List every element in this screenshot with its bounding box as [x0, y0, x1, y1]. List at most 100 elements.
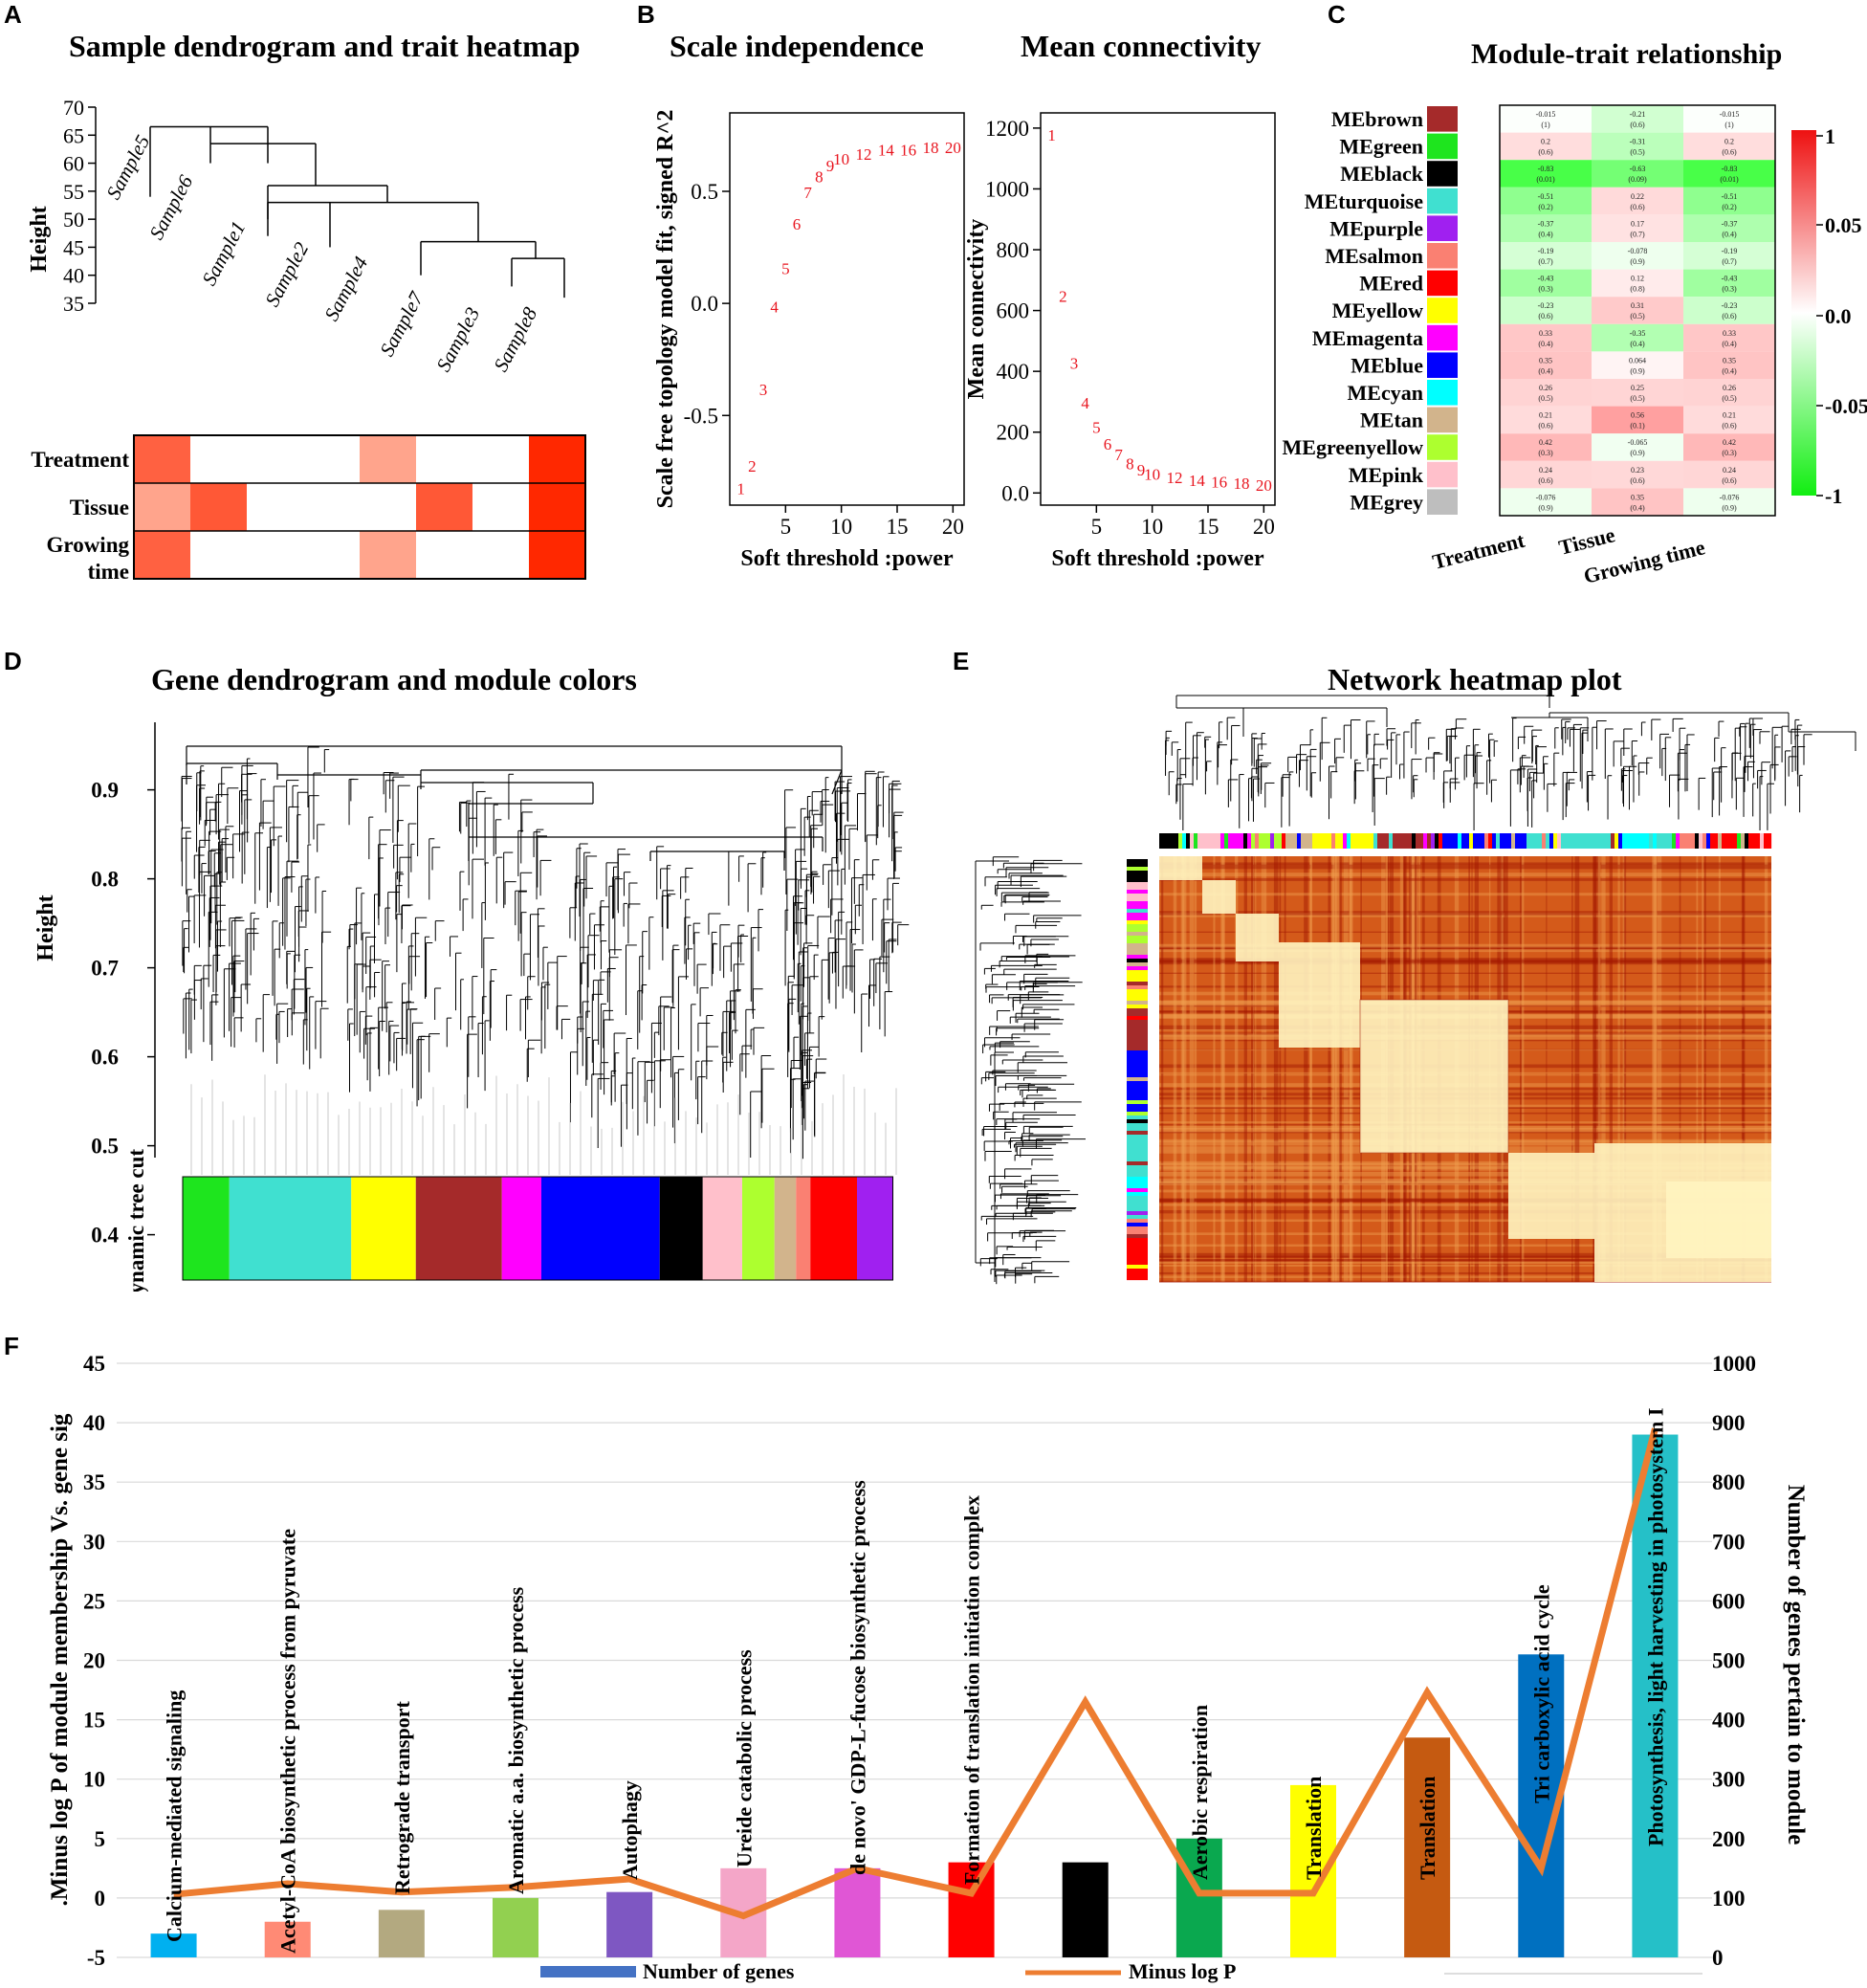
f-bar — [493, 1897, 538, 1957]
e-strip-cell — [1450, 833, 1455, 849]
e-strip-cell — [1127, 1150, 1148, 1155]
c-cell-value: -0.21 — [1630, 110, 1646, 119]
e-strip-cell — [1127, 1093, 1148, 1097]
c-cell-value: -0.23 — [1722, 301, 1738, 310]
e-heat-stripe — [1159, 1189, 1771, 1193]
e-strip-cell — [1127, 1119, 1148, 1124]
c-cell-pvalue: (0.3) — [1722, 449, 1737, 457]
e-strip-cell — [1370, 833, 1374, 849]
f-category-label: Translation — [1302, 1777, 1326, 1880]
e-strip-cell — [1381, 833, 1386, 849]
e-heat-stripe — [1349, 856, 1352, 1282]
f-category-label: Translation — [1416, 1777, 1439, 1880]
e-heat-stripe — [1159, 931, 1771, 933]
e-strip-cell — [1649, 833, 1654, 849]
e-heat-stripe — [1718, 856, 1721, 1282]
b2-point-label: 7 — [1114, 446, 1123, 464]
panel-a-plot: 7065605550454035HeightSample5Sample6Samp… — [27, 96, 586, 584]
a-sample-label: Sample2 — [260, 238, 313, 311]
e-heat-stripe — [1284, 856, 1286, 1282]
f-category-label: Aerobic respiration — [1188, 1705, 1212, 1880]
b2-point-label: 1 — [1047, 126, 1056, 144]
b2-y-tick-label: 800 — [997, 238, 1030, 262]
c-module-swatch — [1427, 434, 1458, 460]
e-strip-cell — [1725, 833, 1730, 849]
d-dendro-cluster — [823, 770, 910, 1052]
panel-f-letter: F — [4, 1332, 19, 1360]
d-y-label: Height — [33, 895, 58, 961]
e-strip-cell — [1127, 970, 1148, 975]
e-heat-stripe — [1159, 1275, 1771, 1278]
b1-x-tick-label: 20 — [942, 515, 964, 539]
b2-point-label: 5 — [1092, 418, 1101, 436]
d-dendro-cluster — [233, 746, 332, 1070]
b2-y-tick-label: 1000 — [985, 177, 1029, 201]
c-module-swatch — [1427, 188, 1458, 214]
c-cell-pvalue: (0.2) — [1722, 203, 1737, 211]
e-strip-cell — [1127, 928, 1148, 933]
e-strip-cell — [1127, 901, 1148, 906]
e-strip-cell — [1127, 1177, 1148, 1182]
e-strip-cell — [1127, 1211, 1148, 1216]
f-category-label: Photosynthesis, light harvesting in phot… — [1643, 1408, 1667, 1846]
e-heat-stripe — [1571, 856, 1573, 1282]
e-strip-cell — [1209, 833, 1214, 849]
f-bar — [1062, 1862, 1109, 1957]
c-cell — [1500, 242, 1592, 270]
c-row-label: MEgreenyellow — [1283, 435, 1424, 459]
e-heat-stripe — [1159, 1204, 1771, 1206]
c-grid-frame — [1499, 104, 1776, 517]
b1-y-tick-label: 0.0 — [691, 292, 718, 316]
e-strip-cell — [1660, 833, 1665, 849]
e-strip-cell — [1282, 833, 1286, 849]
panel-c-heatmap: MEbrown -0.015 (1) -0.21 (0.6) -0.015 (1) MEgre… — [1283, 104, 1867, 588]
e-heat-stripe — [1623, 856, 1627, 1282]
a-sample-label: Sample7 — [375, 287, 428, 360]
e-strip-cell — [1630, 833, 1635, 849]
a-sample-label: Sample6 — [144, 171, 197, 244]
e-heat-stripe — [1703, 856, 1706, 1282]
a-y-tick-label: 65 — [63, 123, 84, 147]
e-left-module-strip — [1127, 859, 1148, 1281]
b1-x-label: Soft threshold :power — [740, 546, 954, 571]
e-strip-cell — [1492, 833, 1497, 849]
c-cell-value: -0.078 — [1628, 247, 1648, 255]
e-strip-cell — [1127, 905, 1148, 910]
f-category-label: de novo' GDP-L-fucose biosynthetic proce… — [846, 1480, 869, 1875]
e-strip-cell — [1127, 1257, 1148, 1262]
c-cell — [1500, 297, 1592, 324]
e-strip-cell — [1366, 833, 1371, 849]
e-strip-cell — [1127, 1100, 1148, 1105]
a-y-tick-label: 60 — [63, 152, 84, 176]
e-strip-cell — [1243, 833, 1248, 849]
e-strip-cell — [1127, 1096, 1148, 1101]
c-row-label: MEpink — [1349, 463, 1424, 487]
e-strip-cell — [1159, 833, 1164, 849]
e-strip-cell — [1362, 833, 1367, 849]
e-strip-cell — [1546, 833, 1550, 849]
e-strip-cell — [1572, 833, 1577, 849]
b1-point-label: 5 — [781, 260, 790, 278]
e-strip-cell — [1680, 833, 1684, 849]
c-cell — [1683, 269, 1775, 298]
f-category-label: Formation of translation initiation comp… — [960, 1495, 984, 1885]
f-category-label: Aromatic a.a. biosynthetic process — [504, 1586, 528, 1894]
e-heat-stripe — [1159, 1232, 1771, 1236]
f-y2-tick-label: 300 — [1712, 1768, 1746, 1792]
e-strip-cell — [1741, 833, 1746, 849]
e-strip-cell — [1197, 833, 1202, 849]
e-top-module-strip — [1159, 833, 1772, 849]
c-cell-pvalue: (0.2) — [1538, 203, 1553, 211]
c-row-label: MEred — [1359, 272, 1423, 296]
e-strip-cell — [1622, 833, 1627, 849]
e-heat-stripe — [1304, 856, 1308, 1282]
f-minus-log-p-line — [173, 1427, 1658, 1920]
e-strip-cell — [1454, 833, 1459, 849]
e-heat-stripe — [1253, 856, 1255, 1282]
e-strip-cell — [1412, 833, 1417, 849]
e-heat-module-block — [1159, 856, 1202, 880]
f-legend-bars-label: Number of genes — [643, 1959, 795, 1983]
b2-x-tick-label: 20 — [1253, 515, 1275, 539]
a-trait-label-tissue: Tissue — [70, 496, 129, 519]
c-module-swatch — [1427, 298, 1458, 323]
